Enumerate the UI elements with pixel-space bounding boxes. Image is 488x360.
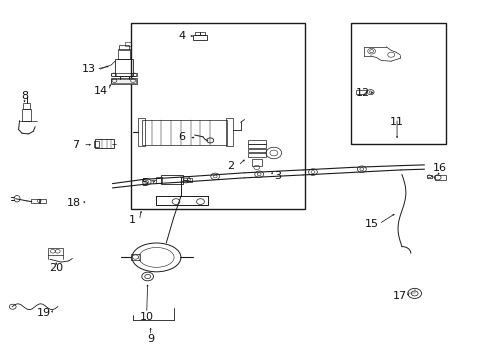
Bar — [39, 199, 46, 203]
Bar — [111, 79, 136, 83]
Bar — [247, 144, 265, 148]
Bar — [247, 153, 265, 157]
Bar — [118, 49, 130, 59]
Bar — [48, 248, 62, 255]
Text: 3: 3 — [274, 171, 281, 181]
Text: 20: 20 — [49, 263, 63, 273]
Bar — [193, 35, 206, 40]
Bar — [251, 159, 261, 166]
Bar — [131, 23, 304, 209]
Bar — [119, 45, 129, 50]
Text: 11: 11 — [389, 117, 403, 127]
Text: 15: 15 — [364, 219, 378, 229]
Bar — [142, 120, 227, 145]
Text: 1: 1 — [128, 215, 135, 225]
Bar — [115, 59, 133, 76]
Bar — [434, 175, 445, 180]
Bar — [355, 90, 365, 94]
Text: 12: 12 — [355, 88, 369, 98]
Text: 8: 8 — [21, 91, 28, 102]
Bar — [247, 140, 265, 144]
Bar — [94, 141, 99, 147]
Bar — [31, 199, 40, 203]
Bar — [155, 177, 162, 183]
Bar — [131, 254, 140, 260]
Bar — [187, 178, 192, 182]
Bar — [110, 78, 137, 84]
Text: 13: 13 — [82, 64, 96, 74]
Text: 7: 7 — [72, 140, 79, 150]
Bar — [22, 109, 31, 121]
Text: 10: 10 — [140, 312, 153, 322]
Text: 16: 16 — [432, 163, 446, 174]
Bar — [225, 118, 233, 146]
Bar — [200, 32, 204, 35]
Bar — [111, 73, 137, 76]
Text: 2: 2 — [227, 161, 234, 171]
Bar — [161, 175, 183, 184]
Bar — [95, 139, 114, 148]
Text: 4: 4 — [178, 31, 185, 41]
Text: 14: 14 — [94, 86, 108, 96]
Text: 18: 18 — [67, 198, 81, 208]
Bar — [125, 42, 131, 46]
Bar — [350, 23, 446, 144]
Bar — [426, 175, 431, 178]
Bar — [23, 103, 30, 109]
Text: 17: 17 — [392, 291, 406, 301]
Bar — [195, 32, 200, 35]
Text: 6: 6 — [178, 132, 185, 142]
Text: 9: 9 — [147, 334, 154, 344]
Text: 5: 5 — [141, 177, 147, 188]
Bar — [138, 118, 145, 146]
Bar — [247, 149, 265, 152]
Text: 19: 19 — [37, 308, 51, 318]
